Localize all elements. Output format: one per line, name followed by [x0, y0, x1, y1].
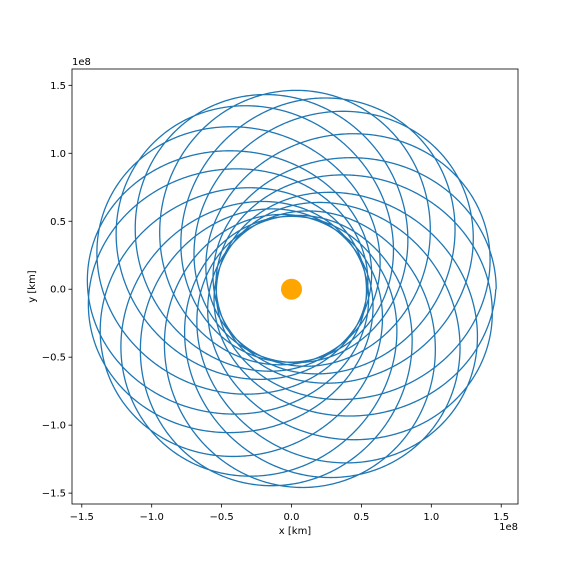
x-tick-label: 1.0	[423, 512, 439, 523]
plot-area	[71, 68, 519, 505]
orbit-layer	[86, 89, 497, 489]
x-tick-label: 0.0	[284, 512, 300, 523]
y-offset-label: 1e8	[72, 57, 91, 68]
central-body-marker	[281, 278, 303, 300]
x-tick-label: −1.0	[140, 512, 164, 523]
x-tick-label: −0.5	[209, 512, 233, 523]
y-tick-label: 1.5	[50, 81, 66, 92]
y-tick-label: 1.0	[50, 149, 66, 160]
y-tick-label: −0.5	[42, 353, 66, 364]
y-tick-label: −1.0	[42, 421, 66, 432]
orbit-line-0	[86, 89, 497, 489]
x-offset-label: 1e8	[499, 522, 518, 533]
y-axis-label: y [km]	[27, 270, 38, 303]
y-tick-label: −1.5	[42, 489, 66, 500]
y-axis-ticks: −1.5 −1.0 −0.5 0.0 0.5 1.0 1.5	[42, 81, 72, 500]
x-tick-label: 0.5	[353, 512, 369, 523]
y-tick-label: 0.0	[50, 285, 66, 296]
x-tick-label: −1.5	[70, 512, 94, 523]
x-axis-label: x [km]	[279, 526, 312, 537]
x-axis-ticks: −1.5 −1.0 −0.5 0.0 0.5 1.0 1.5	[70, 504, 509, 523]
y-tick-label: 0.5	[50, 217, 66, 228]
axes-frame	[71, 68, 519, 505]
x-tick-label: 1.5	[493, 512, 509, 523]
